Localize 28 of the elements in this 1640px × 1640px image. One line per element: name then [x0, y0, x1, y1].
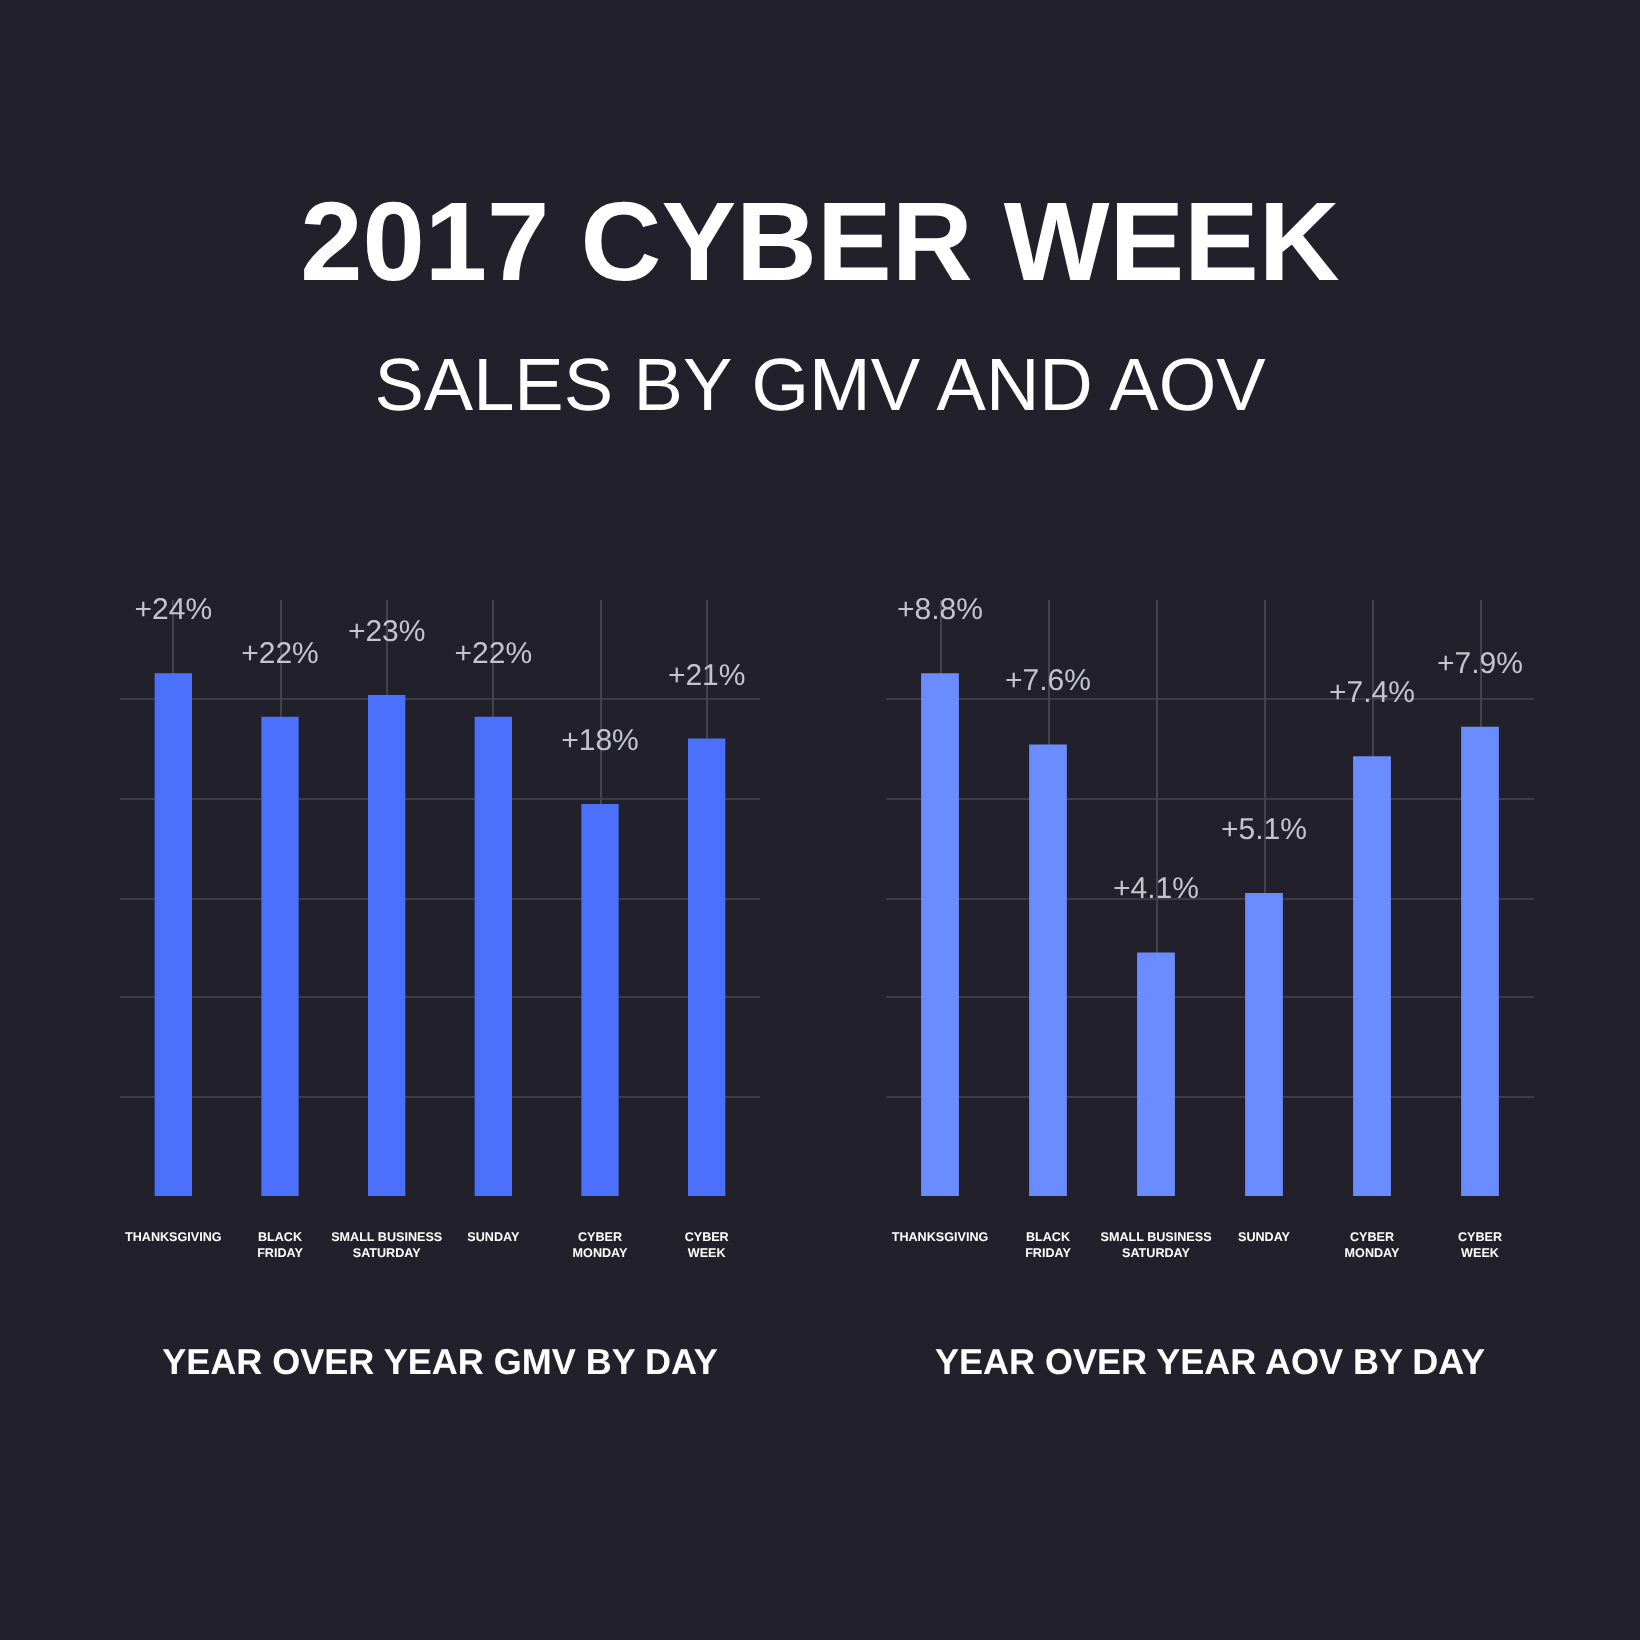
- data-label: +18%: [561, 723, 639, 758]
- bar: [1245, 893, 1283, 1196]
- data-label: +24%: [134, 593, 213, 628]
- bar: [1461, 726, 1499, 1196]
- bar: [688, 738, 726, 1196]
- bar: [921, 673, 959, 1196]
- data-label: +23%: [347, 614, 426, 649]
- data-label: +22%: [454, 636, 533, 671]
- bar: [474, 716, 512, 1196]
- bar: [261, 716, 299, 1196]
- bar: [1353, 756, 1391, 1196]
- x-axis-title: YEAR OVER YEAR AOV BY DAY: [934, 1342, 1486, 1382]
- data-label: +5.1%: [1221, 813, 1307, 848]
- bar: [1137, 952, 1175, 1196]
- data-label: +22%: [241, 636, 319, 671]
- bar: [368, 694, 406, 1196]
- data-label: +4.1%: [1113, 872, 1199, 907]
- data-label: +8.8%: [897, 593, 983, 628]
- data-label: +7.6%: [1005, 664, 1091, 699]
- data-label: +7.9%: [1437, 646, 1523, 681]
- data-label: +21%: [667, 658, 746, 693]
- chart-subtitle: SALES BY GMV AND AOV: [372, 344, 1268, 426]
- bar: [581, 803, 619, 1196]
- x-axis-title: YEAR OVER YEAR GMV BY DAY: [162, 1342, 718, 1382]
- bar: [1029, 744, 1067, 1196]
- chart-title: 2017 CYBER WEEK: [298, 178, 1342, 304]
- data-label: +7.4%: [1329, 676, 1415, 711]
- bar: [154, 673, 192, 1196]
